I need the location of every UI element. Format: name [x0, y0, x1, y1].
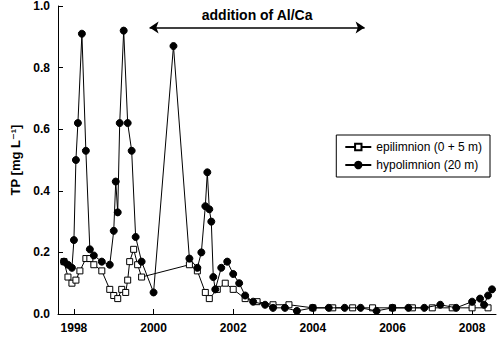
svg-text:0.8: 0.8 — [33, 61, 50, 75]
svg-text:0.2: 0.2 — [33, 245, 50, 259]
svg-text:0.6: 0.6 — [33, 122, 50, 136]
svg-text:2000: 2000 — [140, 321, 167, 335]
svg-text:1.0: 1.0 — [33, 0, 50, 13]
svg-text:TP [mg L⁻¹]: TP [mg L⁻¹] — [8, 125, 23, 196]
svg-text:2002: 2002 — [220, 321, 247, 335]
svg-text:2006: 2006 — [379, 321, 406, 335]
svg-text:0.0: 0.0 — [33, 307, 50, 321]
svg-text:2004: 2004 — [299, 321, 326, 335]
svg-text:2008: 2008 — [459, 321, 486, 335]
svg-text:hypolimnion (20 m): hypolimnion (20 m) — [376, 158, 478, 172]
svg-text:addition of Al/Ca: addition of Al/Ca — [202, 7, 313, 23]
svg-text:1998: 1998 — [61, 321, 88, 335]
svg-text:0.4: 0.4 — [33, 184, 50, 198]
svg-text:epilimnion (0 + 5 m): epilimnion (0 + 5 m) — [376, 140, 482, 154]
